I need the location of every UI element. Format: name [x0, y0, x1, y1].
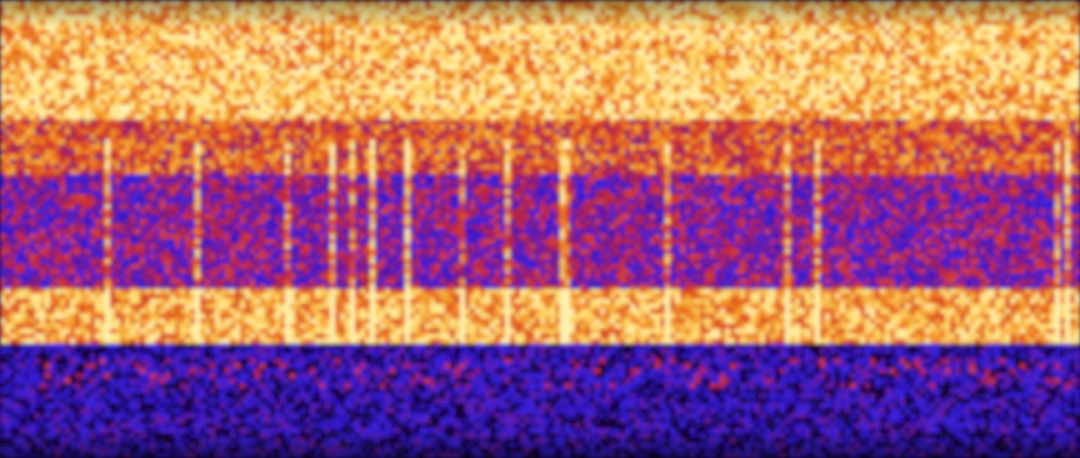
spectrogram-frame: [0, 0, 1080, 458]
spectrogram-heatmap: [0, 0, 1080, 458]
